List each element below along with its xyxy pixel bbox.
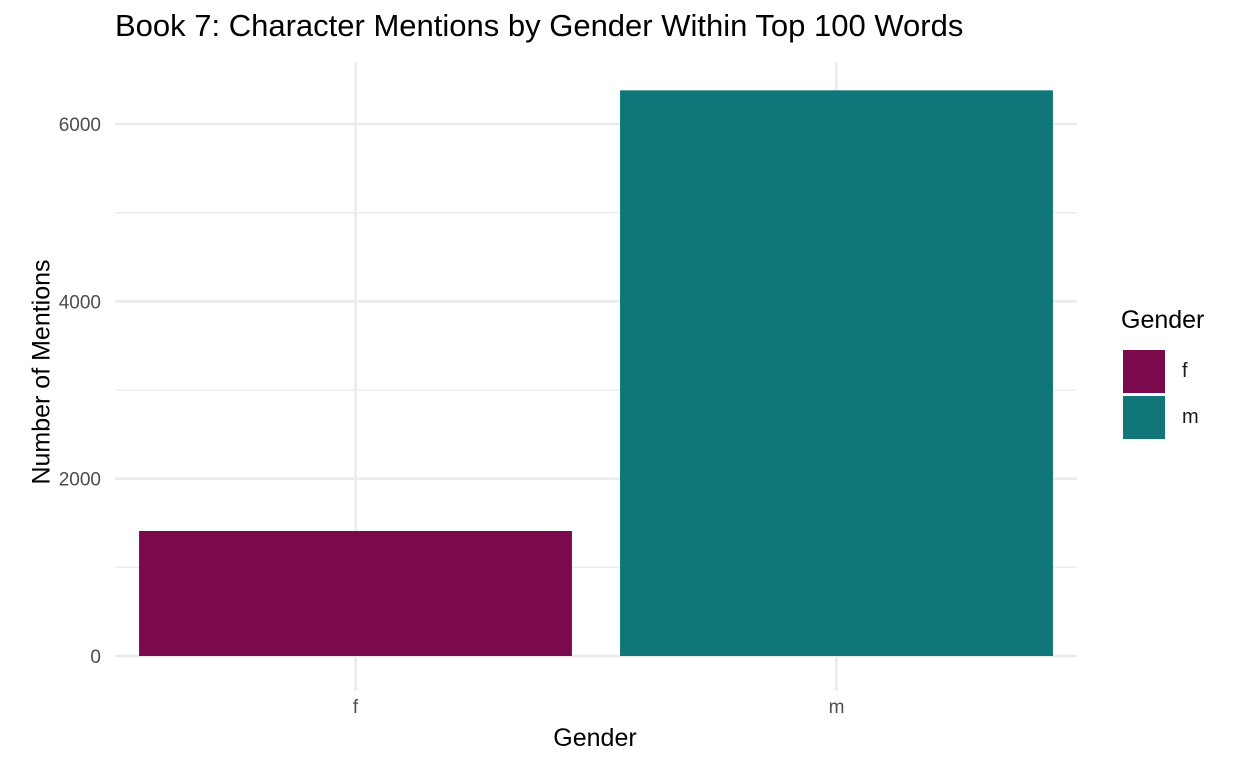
bars	[139, 90, 1053, 657]
legend-title: Gender	[1121, 306, 1205, 334]
chart-title: Book 7: Character Mentions by Gender Wit…	[115, 8, 964, 43]
legend-key-f	[1123, 350, 1165, 393]
y-tick-label: 6000	[59, 115, 101, 136]
legend-item-m: m	[1123, 396, 1233, 439]
y-tick-label: 0	[90, 647, 101, 668]
y-tick-label: 4000	[59, 292, 101, 313]
bar-f	[139, 530, 572, 656]
legend-label-f: f	[1182, 360, 1188, 382]
y-axis-label: Number of Mentions	[27, 259, 56, 485]
legend-label-m: m	[1182, 406, 1199, 428]
y-tick-label: 2000	[59, 470, 101, 491]
y-axis-ticks: 0 2000 4000 6000	[59, 115, 101, 668]
x-tick-label: m	[829, 697, 845, 718]
bar-m	[620, 90, 1053, 657]
x-axis-label: Gender	[553, 724, 637, 752]
legend-key-m	[1123, 396, 1165, 439]
x-tick-label: f	[353, 697, 359, 718]
legend-item-f: f	[1123, 350, 1233, 393]
